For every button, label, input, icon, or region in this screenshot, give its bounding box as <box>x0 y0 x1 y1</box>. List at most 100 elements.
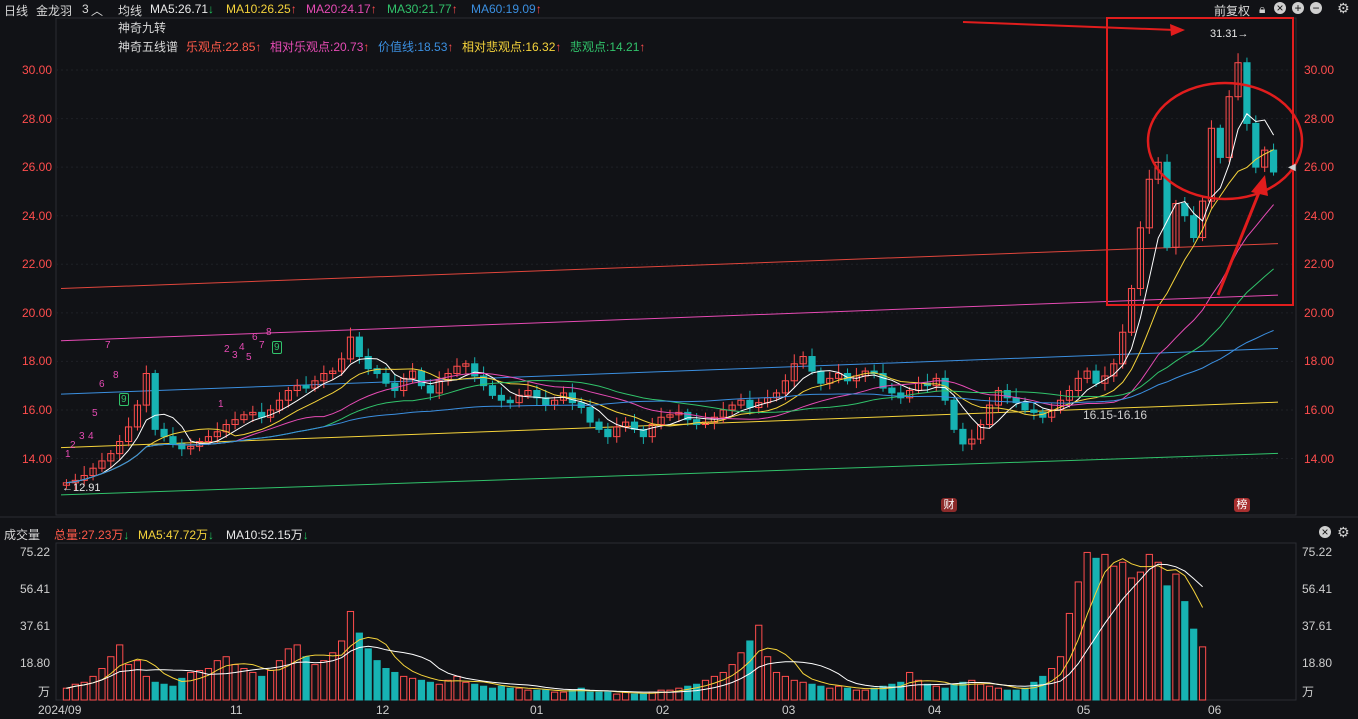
gear-icon[interactable]: ⚙︎ <box>1337 0 1350 16</box>
volume-tick-left: 75.22 <box>19 545 50 559</box>
volume-bar <box>914 679 923 701</box>
volume-bar <box>142 675 150 701</box>
volume-bar <box>852 689 861 701</box>
volume-bar <box>888 683 896 701</box>
current-price-pointer-icon: ◀ <box>1288 162 1296 173</box>
volume-ma5: MA5:47.72万↓ <box>138 528 215 542</box>
price-grid <box>0 17 1358 701</box>
add-icon[interactable]: + <box>1292 2 1304 14</box>
ma10-line <box>66 149 1274 484</box>
volume-bar <box>311 664 319 701</box>
volume-bar <box>1012 689 1020 701</box>
volume-bars <box>62 551 1207 701</box>
candle-body <box>133 404 142 428</box>
candle-body <box>89 467 97 476</box>
volume-bar <box>568 689 576 701</box>
low-marker: ←12.91 <box>62 482 101 494</box>
value-line <box>60 348 1279 395</box>
five-line-bar: 神奇五线谱 乐观点:22.85↑ 相对乐观点:20.73↑ 价值线:18.53↑… <box>0 38 1358 56</box>
period-label[interactable]: 日线 <box>4 4 29 18</box>
nine-turn-mark: 5 <box>92 408 98 419</box>
time-tick: 01 <box>530 703 544 717</box>
volume-bar <box>657 689 665 701</box>
five-line-label[interactable]: 神奇五线谱 <box>118 40 179 54</box>
price-tick-right: 28.00 <box>1304 111 1335 126</box>
time-tick: 06 <box>1208 703 1222 717</box>
volume-tick-left: 56.41 <box>19 582 50 596</box>
candle-body <box>275 399 284 411</box>
count-label[interactable]: 3 <box>82 2 89 16</box>
volume-bar <box>408 677 417 701</box>
candle-body <box>657 416 665 426</box>
volume-gear-icon[interactable]: ⚙︎ <box>1337 524 1350 540</box>
volume-bar <box>266 669 275 701</box>
stock-name[interactable]: 金龙羽 <box>36 4 73 18</box>
volume-bar <box>249 671 257 701</box>
candle-body <box>746 399 754 409</box>
volume-ma-lines <box>66 558 1204 694</box>
nine-turn-mark: 2 <box>70 440 76 451</box>
volume-bar <box>843 687 852 701</box>
volume-bar <box>204 668 213 701</box>
volume-bar <box>80 681 88 701</box>
candle-body <box>719 409 727 418</box>
volume-bar <box>497 685 505 701</box>
time-tick: 05 <box>1077 703 1091 717</box>
volume-bar <box>444 679 452 701</box>
candle-body <box>1181 203 1189 217</box>
candle-body <box>737 399 745 406</box>
nine-turn-mark: 9 <box>272 341 282 354</box>
volume-tick-left: 万 <box>37 685 50 699</box>
close-icon[interactable]: × <box>1274 2 1286 14</box>
le-value: 乐观点:22.85↑ <box>186 40 262 54</box>
candle-body <box>1225 96 1233 158</box>
lock-icon[interactable]: 🔒︎ <box>1259 2 1266 16</box>
arrow-head <box>1170 24 1185 36</box>
candle-body <box>187 445 195 450</box>
volume-bar <box>62 687 71 701</box>
time-tick: 03 <box>782 703 796 717</box>
volume-ma5-line <box>66 558 1204 694</box>
volume-bar <box>329 652 337 701</box>
collapse-icon[interactable]: ︿ <box>91 4 104 18</box>
volume-bar <box>337 640 346 701</box>
five-line-spectrum <box>60 243 1279 496</box>
candle-body <box>497 394 505 401</box>
candle-body <box>950 399 958 430</box>
volume-bar <box>355 632 363 701</box>
volume-bar <box>923 683 932 701</box>
arrow-line <box>962 21 1176 31</box>
price-tick-left: 30.00 <box>21 63 52 77</box>
volume-bar <box>116 644 124 701</box>
le-line <box>60 243 1279 290</box>
minus-icon[interactable]: − <box>1310 2 1322 14</box>
nine-turn-label[interactable]: 神奇九转 <box>118 21 167 35</box>
candle-body <box>1101 375 1109 384</box>
volume-title[interactable]: 成交量 <box>4 528 41 542</box>
volume-bar <box>932 685 940 701</box>
time-tick: 12 <box>376 703 390 717</box>
ma30-value: MA30:21.77↑ <box>387 2 458 16</box>
rel-le-line <box>60 294 1279 342</box>
price-tick-right: 20.00 <box>1304 305 1335 320</box>
volume-bar <box>728 664 736 701</box>
candle-body <box>1163 161 1171 248</box>
volume-bar <box>1030 681 1038 701</box>
ma-title[interactable]: 均线 <box>118 4 143 18</box>
candle-body <box>293 385 301 392</box>
volume-bar <box>1190 628 1198 701</box>
nine-turn-mark: 4 <box>239 342 245 353</box>
volume-bar <box>897 681 905 701</box>
finance-badge[interactable]: 财 <box>941 498 957 512</box>
ranking-badge[interactable]: 榜 <box>1234 498 1250 512</box>
volume-close-icon[interactable]: × <box>1319 526 1331 538</box>
adjust-button[interactable]: 前复权 <box>1214 4 1251 18</box>
volume-tick-right: 75.22 <box>1302 545 1333 559</box>
volume-bar <box>1039 675 1047 701</box>
volume-bar <box>542 689 550 701</box>
volume-bar <box>133 660 142 701</box>
candle-body <box>1145 178 1153 229</box>
volume-bar <box>506 687 514 701</box>
price-tick-left: 28.00 <box>21 111 52 126</box>
